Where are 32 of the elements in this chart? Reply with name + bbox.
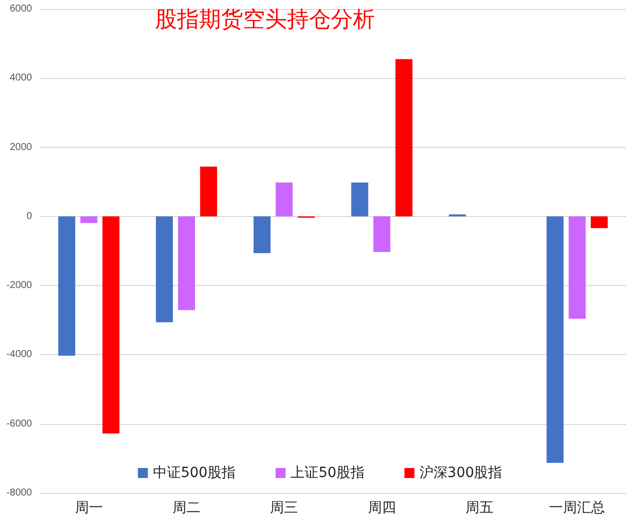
x-tick-label: 周三 xyxy=(270,500,298,516)
y-tick-label: -4000 xyxy=(6,349,32,360)
y-tick-label: 4000 xyxy=(10,72,32,84)
bar xyxy=(58,216,76,356)
y-tick-label: -6000 xyxy=(6,418,32,430)
bar xyxy=(351,182,368,216)
bar xyxy=(546,216,564,463)
bar xyxy=(590,216,608,228)
bar xyxy=(395,59,412,216)
legend-label: 沪深300股指 xyxy=(419,465,502,481)
chart-title: 股指期货空头持仓分析 xyxy=(155,8,375,32)
bar xyxy=(178,216,195,310)
legend-label: 中证500股指 xyxy=(152,465,236,481)
bar xyxy=(156,216,173,322)
y-tick-label: 2000 xyxy=(10,142,32,153)
legend-label: 上证50股指 xyxy=(290,465,364,481)
x-tick-label: 周五 xyxy=(466,500,494,516)
bar xyxy=(276,182,293,216)
bar xyxy=(373,216,390,252)
y-tick-label: -2000 xyxy=(6,280,32,292)
bar xyxy=(254,216,271,254)
y-tick-label: -8000 xyxy=(6,488,32,498)
bar xyxy=(568,216,586,319)
bar xyxy=(80,216,98,223)
bar xyxy=(200,166,218,216)
y-tick-label: 6000 xyxy=(10,4,32,14)
bar xyxy=(102,216,120,434)
y-tick-label: 0 xyxy=(26,210,32,222)
x-tick-label: 周一 xyxy=(74,500,103,516)
x-tick-label: 一周汇总 xyxy=(549,500,606,516)
x-tick-label: 周二 xyxy=(172,500,200,516)
x-tick-label: 周四 xyxy=(368,500,396,516)
